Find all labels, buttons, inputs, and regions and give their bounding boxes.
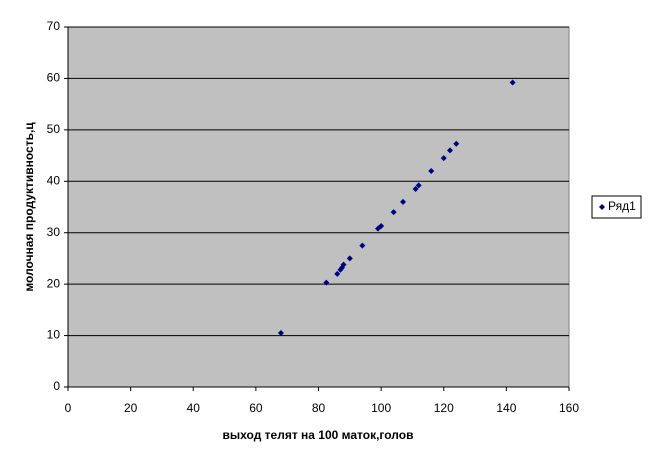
point — [277, 330, 284, 336]
point — [440, 155, 447, 162]
point — [340, 261, 347, 268]
x-tick-label: 20 — [124, 401, 138, 415]
legend-marker — [599, 204, 605, 210]
point — [346, 255, 353, 262]
x-tick-label: 60 — [249, 401, 263, 415]
x-tick-label: 40 — [187, 401, 201, 415]
point — [400, 198, 407, 205]
y-tick-label: 20 — [47, 276, 61, 290]
point — [390, 209, 397, 216]
x-axis-title: выход телят на 100 маток,голов — [223, 428, 414, 442]
y-tick-label: 40 — [47, 173, 61, 187]
legend-label: Ряд1 — [608, 199, 636, 213]
y-axis-title: молочная продуктивность,ц — [22, 122, 36, 292]
x-tick-label: 80 — [312, 401, 326, 415]
point — [378, 223, 385, 230]
point — [447, 147, 454, 154]
point — [334, 270, 341, 277]
point — [323, 279, 330, 286]
x-tick-label: 120 — [434, 401, 454, 415]
plot-area — [67, 26, 570, 388]
x-tick-label: 0 — [65, 401, 72, 415]
y-tick-label: 10 — [47, 328, 61, 342]
y-tick-label: 50 — [47, 122, 61, 136]
y-tick-label: 60 — [47, 71, 61, 85]
y-tick-label: 30 — [47, 225, 61, 239]
point — [415, 182, 422, 189]
point — [453, 140, 460, 147]
x-tick-label: 100 — [371, 401, 391, 415]
y-tick-label: 0 — [53, 379, 60, 393]
point — [412, 186, 419, 192]
x-tick-label: 140 — [496, 401, 516, 415]
point — [428, 168, 435, 174]
x-tick-label: 160 — [559, 401, 579, 415]
point — [509, 79, 516, 86]
y-tick-label: 70 — [47, 19, 61, 33]
legend-box — [591, 195, 642, 219]
point — [359, 242, 366, 249]
